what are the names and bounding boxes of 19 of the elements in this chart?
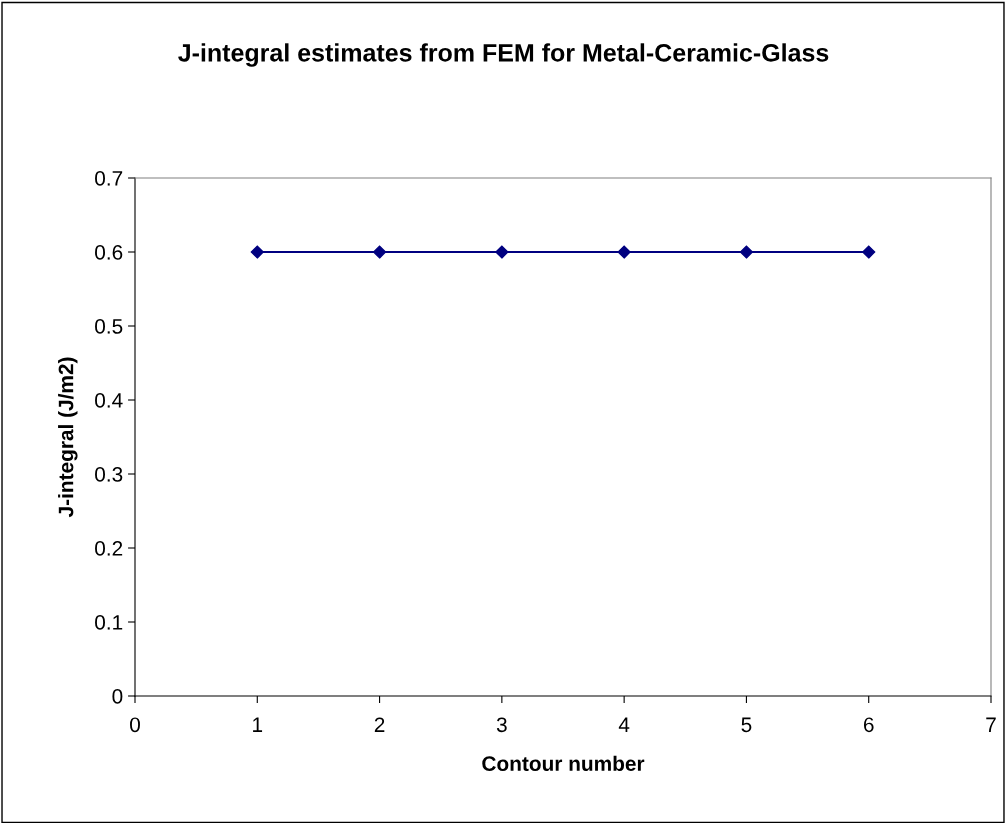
x-tick-label: 3 [496, 717, 507, 733]
y-tick-label: 0.3 [95, 467, 123, 482]
x-tick-label: 5 [741, 717, 752, 733]
chart-title: J-integral estimates from FEM for Metal-Ceramic-Glass [178, 43, 829, 67]
x-tick-label: 0 [130, 717, 140, 733]
y-tick-label: 0 [112, 689, 123, 704]
x-tick-label: 1 [253, 717, 263, 732]
y-tick-label: 0.2 [95, 541, 123, 556]
y-tick-label: 0.6 [95, 245, 123, 260]
y-tick-label: 0.7 [95, 171, 123, 186]
y-axis-title: J-integral (J/m2) [58, 357, 78, 518]
x-tick-label: 6 [863, 717, 874, 733]
x-tick-label: 7 [986, 717, 996, 732]
x-tick-label: 2 [374, 717, 385, 732]
y-tick-label: 0.1 [95, 615, 123, 630]
y-tick-label: 0.4 [95, 393, 123, 408]
x-axis-title: Contour number [482, 755, 645, 771]
x-tick-label: 4 [618, 717, 630, 732]
y-tick-label: 0.5 [95, 319, 123, 334]
